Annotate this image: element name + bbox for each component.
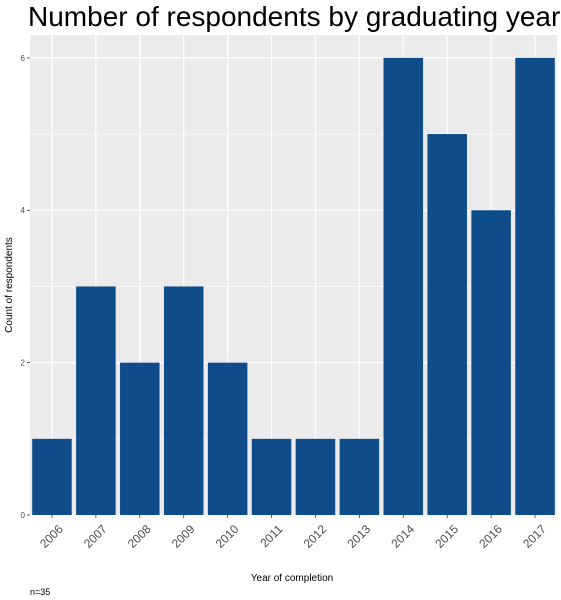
bar-2017 [515,57,555,515]
x-tick-label: 2014 [388,522,417,551]
bar-2016 [471,210,511,515]
x-tick-label: 2017 [520,522,549,551]
bar-2010 [207,362,248,515]
minor-gridlines [30,133,557,440]
y-tick-label: 2 [21,359,26,368]
bar-2013 [339,438,380,515]
bar-2015 [427,134,467,516]
x-tick-label: 2013 [345,522,374,551]
bar-2008 [120,362,160,515]
y-tick-label: 4 [21,206,26,215]
plot-panel [30,35,557,515]
bar-2014 [383,57,424,515]
x-tick-label: 2007 [81,522,110,551]
bars [32,57,555,516]
x-tick-label: 2006 [37,522,66,551]
chart-title: Number of respondents by graduating year [28,1,560,32]
sample-size-caption: n=35 [30,587,50,597]
bar-2012 [295,438,336,515]
y-tick-label: 6 [21,54,26,63]
x-tick-label: 2010 [213,522,242,551]
bar-2006 [32,438,72,515]
bar-2009 [163,286,204,515]
x-tick-label: 2009 [169,522,198,551]
x-axis-label: Year of completion [251,573,333,584]
bar-2011 [251,438,292,515]
x-tick-label: 2012 [301,522,330,551]
x-tick-label: 2016 [476,522,505,551]
x-tick-label: 2008 [125,522,154,551]
y-tick-label: 0 [21,511,26,520]
x-tick-label: 2015 [432,522,461,551]
bar-2007 [76,286,116,515]
x-axis-ticks: 2006 2007 2008 2009 2010 2011 2012 2013 2014 2015… [37,515,549,551]
y-axis-label: Count of respondents [4,237,15,333]
x-tick-label: 2011 [257,522,285,550]
y-axis-ticks: 0 2 4 6 [21,54,30,520]
